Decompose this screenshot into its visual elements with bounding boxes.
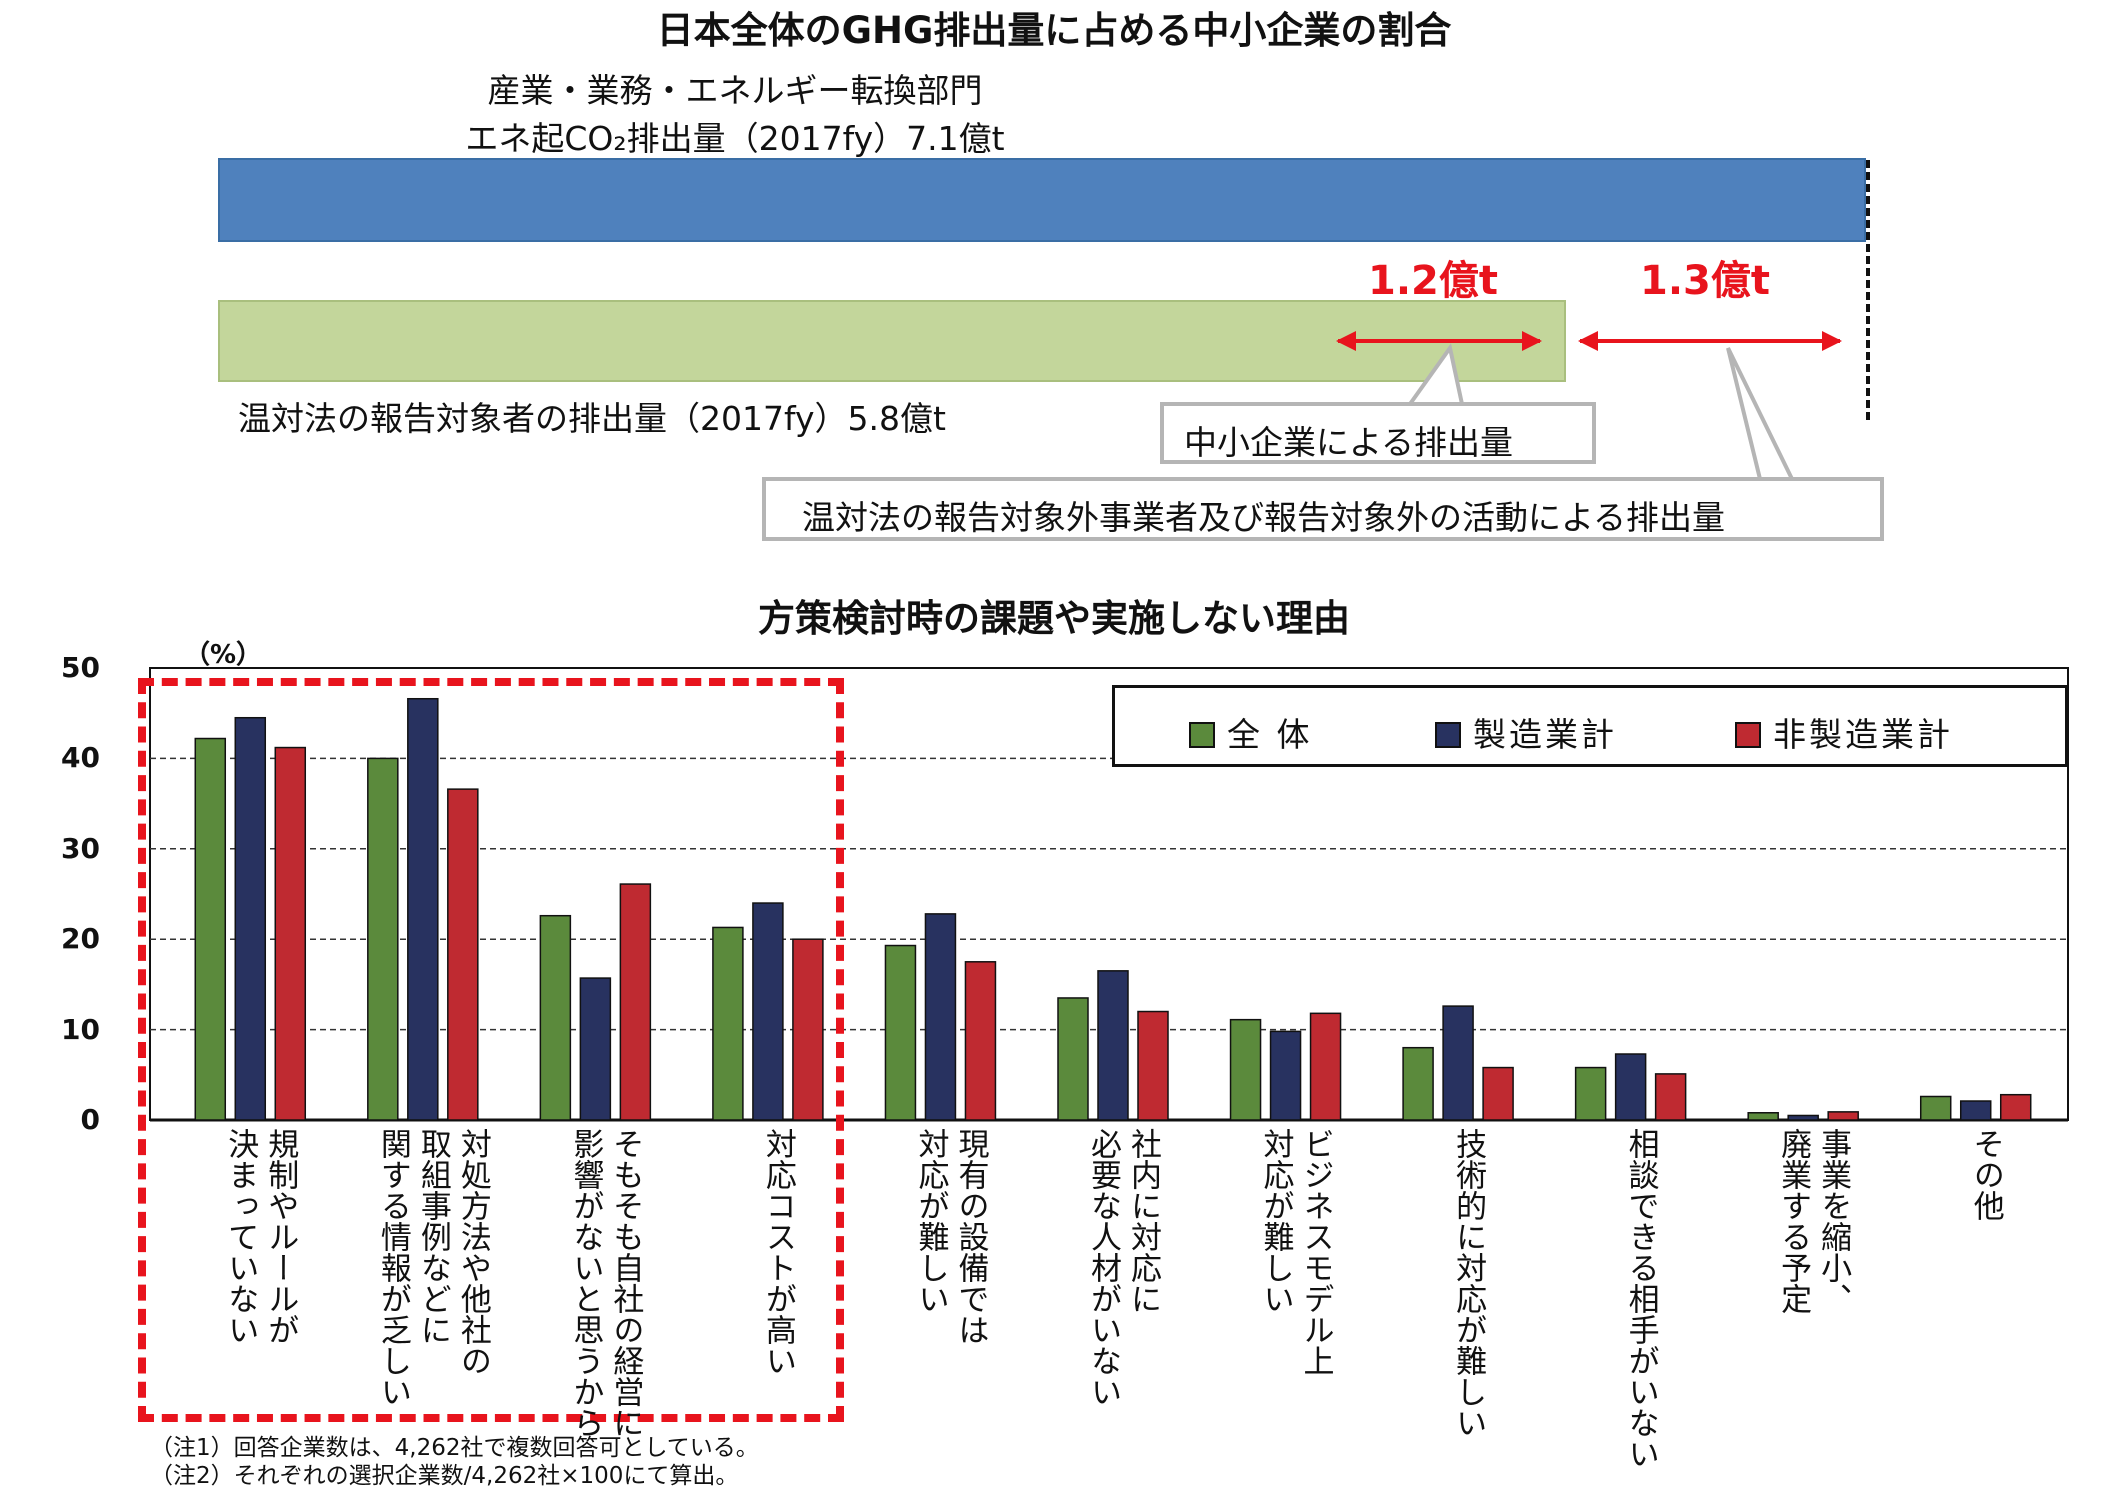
bar bbox=[367, 757, 399, 1121]
bar bbox=[1097, 970, 1129, 1121]
total-end-dashed-line bbox=[1866, 160, 1870, 420]
note-2: （注2）それぞれの選択企業数/4,262社×100にて算出。 bbox=[150, 1463, 739, 1489]
bar bbox=[1654, 1073, 1687, 1121]
legend-swatch-non-manufacturing bbox=[1735, 722, 1761, 748]
legend-item-all: 全 体 bbox=[1189, 708, 1313, 756]
y-tick-label: 20 bbox=[61, 922, 100, 956]
callout-2-pointer bbox=[1726, 347, 1794, 480]
bar bbox=[1229, 1018, 1262, 1121]
reported-emissions-label: 温対法の報告対象者の排出量（2017fy）5.8億t bbox=[238, 399, 946, 438]
top-subtitle-line1: 産業・業務・エネルギー転換部門 bbox=[487, 71, 983, 110]
category-label: そもそも自社の経営に 影響がないと思うから bbox=[567, 1128, 644, 1438]
category-label: 規制やルールが 決まっていない bbox=[222, 1128, 299, 1345]
bar bbox=[752, 902, 784, 1121]
bar bbox=[924, 913, 957, 1121]
total-emissions-bar bbox=[218, 158, 1866, 242]
legend-swatch-all bbox=[1189, 722, 1215, 748]
y-tick-label: 10 bbox=[61, 1012, 100, 1046]
category-label: その他 bbox=[1967, 1128, 2004, 1221]
bar bbox=[1402, 1046, 1434, 1121]
bar bbox=[712, 926, 744, 1121]
bar bbox=[1269, 1030, 1302, 1121]
unreported-callout: 温対法の報告対象外事業者及び報告対象外の活動による排出量 bbox=[762, 477, 1884, 541]
bar bbox=[619, 883, 652, 1121]
bar bbox=[579, 977, 612, 1121]
bar bbox=[1787, 1114, 1819, 1121]
bar bbox=[539, 914, 572, 1121]
bar bbox=[964, 961, 997, 1121]
bar bbox=[1482, 1066, 1514, 1121]
bar bbox=[194, 737, 227, 1121]
top-subtitle-line2: エネ起CO₂排出量（2017fy）7.1億t bbox=[465, 119, 1005, 158]
y-axis-unit: （%） bbox=[184, 640, 263, 670]
bar bbox=[1919, 1095, 1952, 1121]
legend-item-non-manufacturing: 非製造業計 bbox=[1735, 708, 1953, 756]
note-1: （注1）回答企業数は、4,262社で複数回答可としている。 bbox=[150, 1435, 759, 1461]
legend-label-all: 全 体 bbox=[1227, 715, 1313, 754]
bar bbox=[1614, 1053, 1647, 1121]
bar bbox=[1442, 1005, 1474, 1121]
bar bbox=[447, 788, 479, 1121]
category-label: 現有の設備では 対応が難しい bbox=[912, 1128, 989, 1345]
legend-label-non-manufacturing: 非製造業計 bbox=[1773, 715, 1953, 754]
bar bbox=[407, 697, 439, 1121]
bar bbox=[1959, 1100, 1992, 1121]
legend-item-manufacturing: 製造業計 bbox=[1435, 708, 1617, 756]
y-tick-label: 0 bbox=[80, 1103, 100, 1136]
bar bbox=[1999, 1093, 2032, 1121]
y-tick-label: 40 bbox=[61, 741, 100, 775]
bar bbox=[1057, 997, 1089, 1121]
legend-swatch-manufacturing bbox=[1435, 722, 1461, 748]
y-tick-label: 30 bbox=[61, 831, 100, 865]
category-label: 社内に対応に 必要な人材がいない bbox=[1085, 1128, 1161, 1407]
category-label: 対処方法や他社の 取組事例などに 関する情報が乏しい bbox=[374, 1128, 491, 1407]
bar bbox=[1747, 1112, 1779, 1121]
chart-legend: 全 体 製造業計 非製造業計 bbox=[1112, 685, 2068, 767]
bar bbox=[274, 746, 307, 1121]
chart-title: 方策検討時の課題や実施しない理由 bbox=[758, 597, 1350, 640]
category-label: 技術的に対応が難しい bbox=[1450, 1128, 1487, 1438]
category-label: 対応コストが高い bbox=[759, 1128, 796, 1376]
bar bbox=[1137, 1010, 1169, 1121]
callout-1-pointer bbox=[1408, 343, 1464, 406]
sme-callout: 中小企業による排出量 bbox=[1160, 402, 1596, 464]
sme-amount-label: 1.2億t bbox=[1368, 258, 1498, 304]
bar bbox=[1574, 1066, 1607, 1121]
bar bbox=[1827, 1111, 1859, 1121]
top-title: 日本全体のGHG排出量に占める中小企業の割合 bbox=[656, 9, 1452, 52]
unreported-amount-label: 1.3億t bbox=[1640, 258, 1770, 304]
y-tick-label: 50 bbox=[61, 651, 100, 684]
bar bbox=[884, 944, 917, 1121]
category-label: 相談できる相手がいない bbox=[1622, 1128, 1659, 1469]
bar bbox=[792, 938, 824, 1121]
bar bbox=[1309, 1012, 1342, 1121]
legend-label-manufacturing: 製造業計 bbox=[1473, 715, 1617, 754]
highlight-dashed-box bbox=[138, 678, 844, 1422]
category-label: ビジネスモデル上 対応が難しい bbox=[1257, 1128, 1334, 1376]
category-label: 事業を縮小、 廃業する予定 bbox=[1775, 1128, 1852, 1314]
bar bbox=[234, 716, 267, 1121]
